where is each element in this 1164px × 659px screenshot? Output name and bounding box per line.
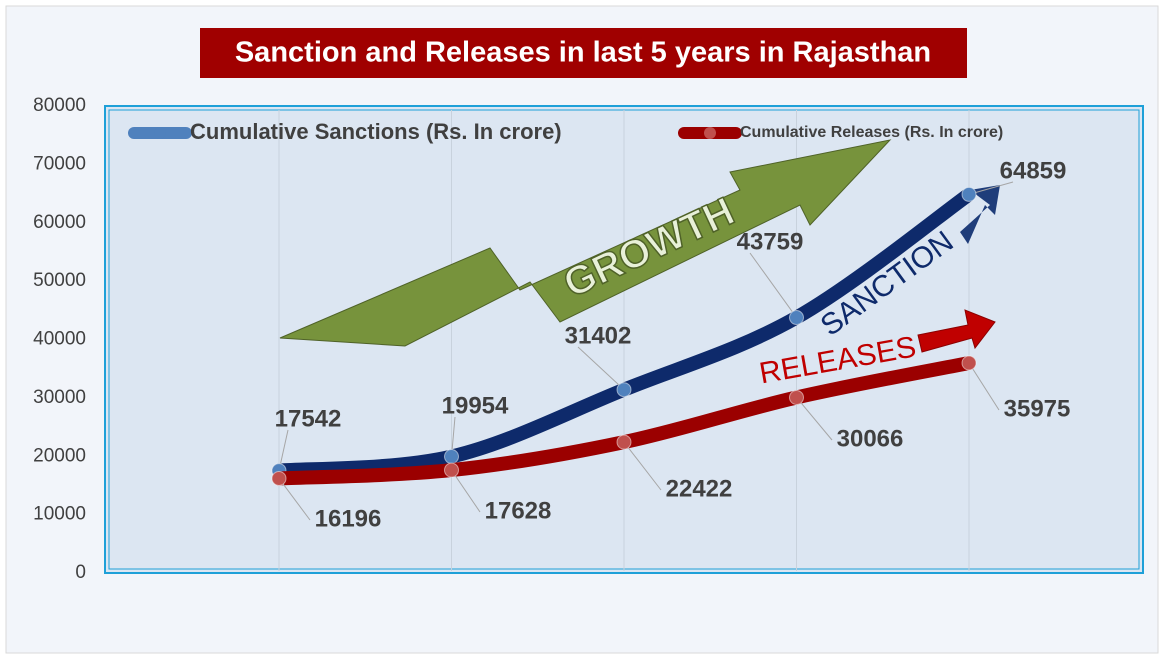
y-tick-label: 50000 [33, 270, 86, 291]
legend-label: Cumulative Sanctions (Rs. In crore) [190, 119, 562, 144]
point [962, 187, 976, 201]
legend-marker [704, 127, 716, 139]
point [790, 390, 804, 404]
chart-title: Sanction and Releases in last 5 years in… [235, 37, 931, 69]
y-tick-label: 0 [75, 562, 86, 583]
point [445, 463, 459, 477]
y-tick-label: 30000 [33, 387, 86, 408]
data-label: 16196 [315, 505, 382, 532]
data-label: 30066 [837, 425, 904, 452]
data-label: 43759 [737, 228, 804, 255]
data-label: 17628 [485, 497, 552, 524]
point [272, 471, 286, 485]
y-tick-label: 60000 [33, 212, 86, 233]
chart: Sanction and Releases in last 5 years in… [0, 0, 1164, 659]
data-label: 17542 [275, 405, 342, 432]
data-label: 64859 [1000, 157, 1067, 184]
data-label: 19954 [442, 392, 509, 419]
data-label: 35975 [1004, 395, 1071, 422]
point [962, 356, 976, 370]
data-label: 22422 [666, 475, 733, 502]
y-tick-label: 80000 [33, 95, 86, 116]
y-tick-label: 70000 [33, 153, 86, 174]
y-tick-label: 40000 [33, 329, 86, 350]
legend-label: Cumulative Releases (Rs. In crore) [740, 124, 1003, 141]
point [790, 311, 804, 325]
y-tick-label: 20000 [33, 445, 86, 466]
point [445, 450, 459, 464]
y-tick-label: 10000 [33, 504, 86, 525]
point [617, 383, 631, 397]
point [617, 435, 631, 449]
legend-marker [154, 127, 166, 139]
data-label: 31402 [565, 322, 632, 349]
